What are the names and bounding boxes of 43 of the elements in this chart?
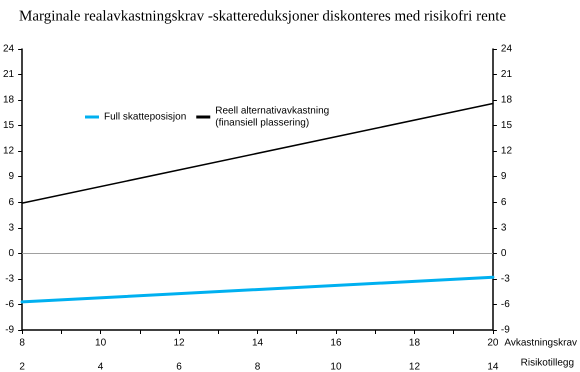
x-tick-label: 20	[487, 338, 499, 348]
y2-tick-label: 24	[500, 44, 512, 54]
y-tick-label: 12	[3, 146, 15, 157]
x-axis-title: Avkastningskrav	[504, 338, 578, 348]
y2-tick-label: -3	[500, 273, 510, 284]
y-tick-label: 15	[3, 120, 15, 132]
y-tick-label: 18	[3, 94, 15, 106]
y-tick-label: -9	[5, 324, 15, 336]
x2-tick-label: 8	[254, 362, 261, 372]
y2-tick-label: 18	[500, 94, 512, 106]
x2-tick-label: 14	[487, 362, 499, 372]
x-tick-label: 10	[95, 338, 107, 348]
y2-tick-label: 3	[500, 222, 507, 234]
x-tick-label: 16	[330, 338, 342, 348]
y2-tick-label: 21	[500, 69, 512, 80]
x2-tick-label: 10	[330, 362, 342, 372]
legend-label: Full skatteposisjon	[104, 112, 186, 122]
y-tick-label: 21	[3, 69, 15, 80]
y2-tick-label: 6	[500, 196, 507, 208]
x2-tick-label: 2	[19, 362, 26, 372]
x2-tick-label: 12	[408, 362, 420, 372]
y2-tick-label: 12	[500, 146, 512, 157]
legend-label: Reell alternativavkastning (finansiell plassering)	[215, 106, 330, 128]
y2-tick-label: -6	[500, 298, 510, 310]
y-tick-label: -6	[5, 298, 15, 310]
x-tick-label: 14	[252, 338, 264, 348]
x2-axis-title: Risikotillegg	[520, 358, 574, 368]
chart-title: Marginale realavkastningskrav -skattereduksjoner diskonteres med risikofri rente	[19, 8, 506, 24]
y-tick-label: 6	[8, 196, 15, 208]
x-tick-label: 8	[19, 338, 26, 348]
x2-tick-label: 6	[176, 362, 182, 372]
y-tick-label: 24	[3, 44, 15, 54]
y2-tick-label: 9	[500, 171, 507, 182]
y-tick-label: 3	[8, 222, 15, 234]
x-tick-label: 12	[173, 338, 186, 348]
y-tick-label: 9	[8, 171, 15, 182]
y2-tick-label: 0	[500, 248, 507, 259]
y2-tick-label: 15	[500, 120, 512, 132]
x2-tick-label: 4	[98, 362, 104, 372]
y-tick-label: 0	[8, 248, 15, 259]
y2-tick-label: -9	[500, 324, 510, 336]
y-tick-label: -3	[5, 273, 15, 284]
x-tick-label: 18	[408, 338, 420, 348]
